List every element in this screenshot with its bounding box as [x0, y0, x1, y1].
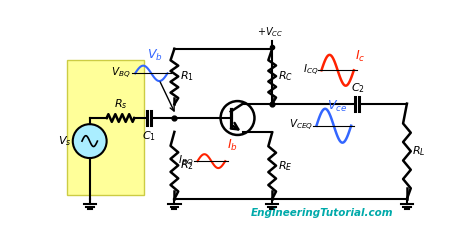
Circle shape — [73, 124, 107, 158]
Text: $R_s$: $R_s$ — [114, 97, 128, 111]
FancyBboxPatch shape — [66, 60, 144, 195]
Text: EngineeringTutorial.com: EngineeringTutorial.com — [251, 208, 393, 218]
Text: $R_1$: $R_1$ — [180, 70, 194, 83]
Text: $R_C$: $R_C$ — [278, 69, 293, 83]
Text: $I_{CQ}$: $I_{CQ}$ — [303, 63, 319, 78]
Text: $+V_{CC}$: $+V_{CC}$ — [257, 26, 284, 40]
Text: $C_1$: $C_1$ — [142, 129, 156, 143]
Text: $R_L$: $R_L$ — [412, 144, 426, 158]
Text: $I_{BQ}$: $I_{BQ}$ — [178, 153, 194, 169]
Text: $V_b$: $V_b$ — [146, 48, 162, 63]
Text: $I_b$: $I_b$ — [227, 138, 237, 153]
Text: $I_c$: $I_c$ — [356, 49, 366, 64]
Text: $R_2$: $R_2$ — [180, 159, 194, 172]
Text: $V_{CEQ}$: $V_{CEQ}$ — [289, 118, 313, 133]
Text: $V_{BQ}$: $V_{BQ}$ — [111, 66, 130, 81]
Text: $V_{ce}$: $V_{ce}$ — [327, 99, 347, 114]
Text: $R_E$: $R_E$ — [278, 159, 292, 173]
Text: $C_2$: $C_2$ — [351, 81, 365, 95]
Text: $V_s$: $V_s$ — [58, 134, 71, 148]
